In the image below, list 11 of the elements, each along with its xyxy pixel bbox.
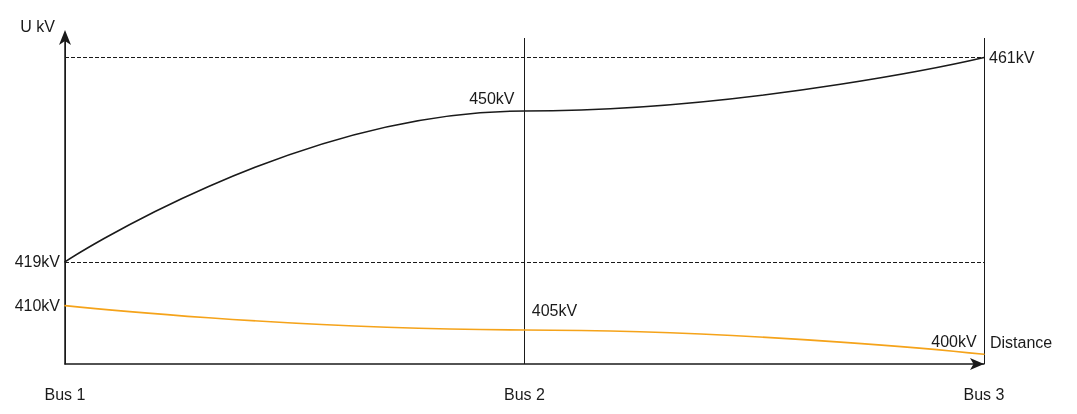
data-label: 405kV [531,302,578,320]
data-label: 450kV [469,90,515,108]
data-label: 400kV [931,332,978,350]
x-tick-label: Bus 1 [44,385,86,403]
data-label: 410kV [14,297,61,315]
data-label: 461kV [989,48,1035,66]
data-label: 419kV [14,253,61,271]
x-tick-label: Bus 2 [504,385,546,403]
y-axis-title: U kV [20,17,56,35]
x-axis-title: Distance [990,333,1053,351]
x-tick-label: Bus 3 [963,385,1005,403]
